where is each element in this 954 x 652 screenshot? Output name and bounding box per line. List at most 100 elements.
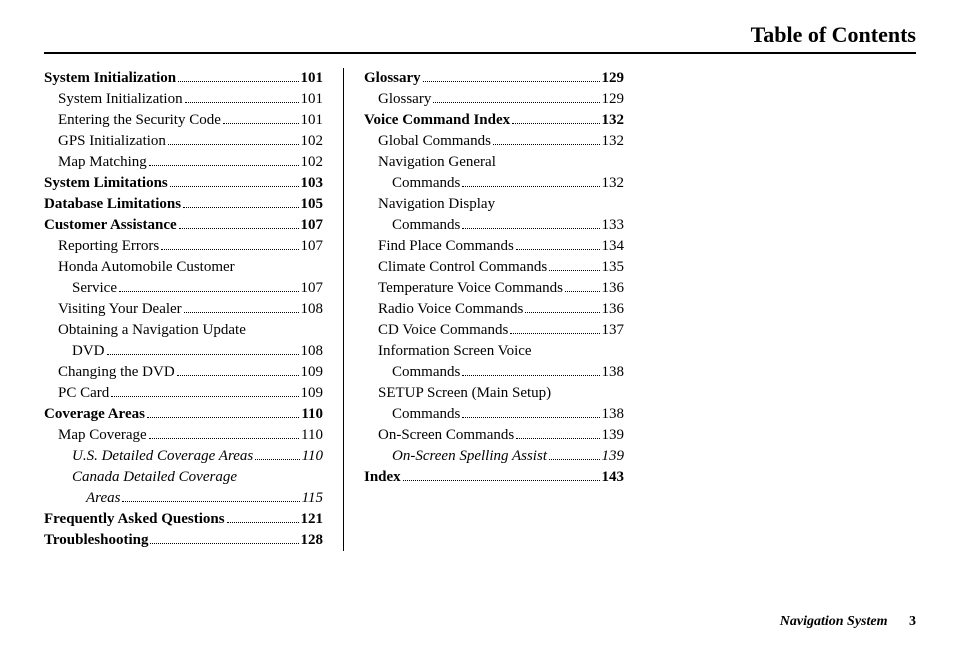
toc-entry: Find Place Commands134 [364, 236, 624, 257]
toc-leader [549, 270, 599, 271]
toc-entry: Entering the Security Code101 [44, 110, 323, 131]
toc-entry: Commands132 [364, 173, 624, 194]
toc-section: Index143 [364, 467, 624, 488]
toc-entry: Navigation Display [364, 194, 624, 215]
toc-leader [462, 186, 599, 187]
toc-section: Troubleshooting128 [44, 530, 323, 551]
toc-page: 108 [301, 299, 324, 320]
toc-label: Navigation General [378, 152, 496, 173]
toc-page: 108 [301, 341, 324, 362]
toc-page: 128 [301, 530, 324, 551]
toc-entry: Service107 [44, 278, 323, 299]
toc-entry: Visiting Your Dealer 108 [44, 299, 323, 320]
toc-page: 102 [301, 131, 324, 152]
toc-entry: CD Voice Commands 137 [364, 320, 624, 341]
toc-entry: Radio Voice Commands 136 [364, 299, 624, 320]
toc-entry: GPS Initialization 102 [44, 131, 323, 152]
toc-page: 107 [301, 215, 324, 236]
toc-leader [493, 144, 600, 145]
toc-page: 110 [302, 446, 323, 467]
toc-label: Navigation Display [378, 194, 495, 215]
toc-label: Glossary [378, 89, 431, 110]
toc-page: 115 [302, 488, 323, 509]
toc-page: 132 [602, 110, 625, 131]
toc-leader [512, 123, 599, 124]
toc-entry: Commands138 [364, 362, 624, 383]
toc-leader [122, 501, 299, 502]
toc-label: Visiting Your Dealer [58, 299, 182, 320]
toc-page: 139 [602, 425, 625, 446]
toc-entry: PC Card109 [44, 383, 323, 404]
page-title: Table of Contents [44, 22, 916, 54]
toc-label: Areas [86, 488, 120, 509]
toc-leader [462, 228, 599, 229]
toc-label: Commands [392, 173, 460, 194]
toc-label: Customer Assistance [44, 215, 177, 236]
toc-label: Climate Control Commands [378, 257, 547, 278]
toc-entry: On-Screen Spelling Assist139 [364, 446, 624, 467]
toc-entry: Changing the DVD109 [44, 362, 323, 383]
toc-label: Map Coverage [58, 425, 147, 446]
toc-page: 129 [602, 68, 625, 89]
toc-entry: System Initialization101 [44, 89, 323, 110]
page: Table of Contents System Initialization1… [0, 0, 954, 652]
toc-page: 135 [602, 257, 625, 278]
toc-label: Index [364, 467, 401, 488]
toc-entry: Glossary 129 [364, 89, 624, 110]
toc-entry: Map Coverage110 [44, 425, 323, 446]
toc-label: Radio Voice Commands [378, 299, 523, 320]
toc-leader [565, 291, 599, 292]
toc-page: 138 [602, 404, 625, 425]
toc-section: System Initialization101 [44, 68, 323, 89]
toc-label: Commands [392, 215, 460, 236]
toc-leader [178, 81, 298, 82]
toc-leader [183, 207, 298, 208]
toc-label: Frequently Asked Questions [44, 509, 225, 530]
toc-leader [462, 375, 599, 376]
toc-label: Canada Detailed Coverage [72, 467, 237, 488]
toc-label: Temperature Voice Commands [378, 278, 563, 299]
toc-entry: SETUP Screen (Main Setup) [364, 383, 624, 404]
toc-entry: On-Screen Commands 139 [364, 425, 624, 446]
toc-label: System Initialization [44, 68, 176, 89]
toc-label: On-Screen Spelling Assist [392, 446, 547, 467]
toc-page: 136 [602, 299, 625, 320]
toc-page: 129 [602, 89, 625, 110]
toc-label: U.S. Detailed Coverage Areas [72, 446, 253, 467]
toc-section: Coverage Areas110 [44, 404, 323, 425]
toc-page: 103 [301, 173, 324, 194]
toc-entry: Commands 133 [364, 215, 624, 236]
toc-leader [185, 102, 299, 103]
toc-section: Glossary129 [364, 68, 624, 89]
toc-page: 133 [602, 215, 625, 236]
toc-entry: Obtaining a Navigation Update [44, 320, 323, 341]
toc-leader [150, 543, 298, 544]
toc-leader [170, 186, 299, 187]
toc-label: SETUP Screen (Main Setup) [378, 383, 551, 404]
toc-leader [510, 333, 599, 334]
toc-section: System Limitations103 [44, 173, 323, 194]
toc-label: Obtaining a Navigation Update [58, 320, 246, 341]
toc-page: 105 [301, 194, 324, 215]
toc-leader [525, 312, 599, 313]
toc-page: 109 [301, 383, 324, 404]
toc-entry: U.S. Detailed Coverage Areas 110 [44, 446, 323, 467]
toc-label: On-Screen Commands [378, 425, 514, 446]
toc-page: 138 [602, 362, 625, 383]
toc-section: Database Limitations105 [44, 194, 323, 215]
page-footer: Navigation System 3 [780, 614, 916, 630]
toc-entry: Map Matching102 [44, 152, 323, 173]
toc-page: 102 [301, 152, 324, 173]
toc-label: CD Voice Commands [378, 320, 508, 341]
footer-label: Navigation System [780, 614, 888, 629]
toc-entry: DVD108 [44, 341, 323, 362]
toc-entry: Information Screen Voice [364, 341, 624, 362]
footer-page-number: 3 [909, 614, 916, 629]
toc-entry: Navigation General [364, 152, 624, 173]
toc-label: GPS Initialization [58, 131, 166, 152]
toc-page: 137 [602, 320, 625, 341]
toc-leader [184, 312, 299, 313]
toc-leader [549, 459, 600, 460]
toc-label: Information Screen Voice [378, 341, 532, 362]
toc-entry: Areas 115 [44, 488, 323, 509]
